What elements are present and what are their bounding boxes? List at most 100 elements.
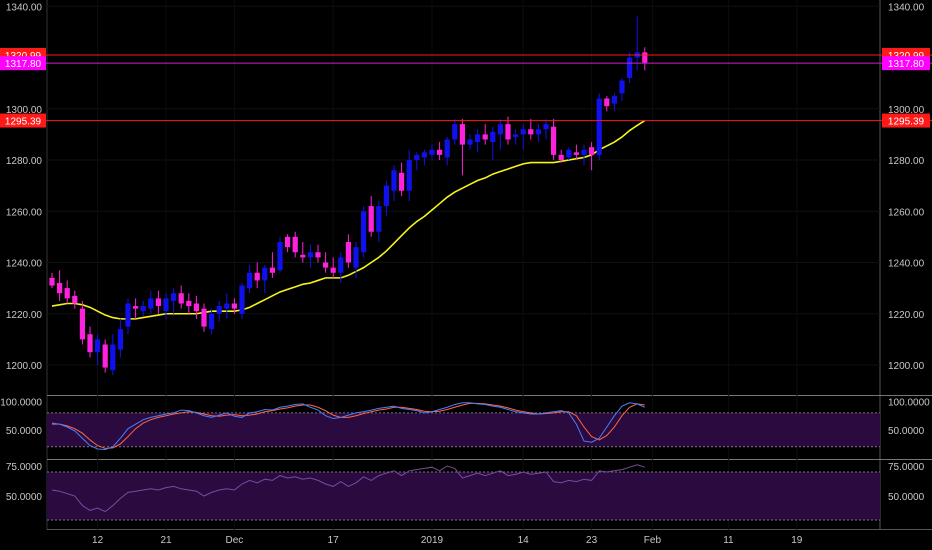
candle-body: [497, 124, 503, 135]
stochastic-panel: 100.0000 100.0000 50.0000 50.0000: [0, 398, 930, 451]
candle-body: [376, 206, 382, 232]
price-level-badge-right: [882, 113, 930, 128]
stochastic-tick-label-left: 100.0000: [0, 398, 42, 409]
candle-body: [444, 139, 450, 158]
rsi-band-fill: [47, 472, 880, 520]
candle-body: [353, 247, 359, 268]
candle-body: [543, 124, 549, 130]
price-tick-label-left: 1280.00: [6, 156, 43, 167]
candle-body: [535, 129, 541, 135]
price-tick-label-left: 1240.00: [6, 259, 43, 270]
price-tick-label-right: 1240.00: [888, 259, 925, 270]
stochastic-d-line: [52, 402, 645, 449]
price-level-badge-right: [882, 56, 930, 71]
candle-body: [558, 154, 564, 160]
candle-body: [201, 308, 207, 327]
time-tick-label: 12: [92, 535, 104, 546]
stochastic-band-fill: [47, 412, 880, 447]
price-tick-label-left: 1260.00: [6, 207, 43, 218]
candle-body: [429, 149, 435, 155]
candle-body: [528, 129, 534, 135]
price-tick-label-right: 1280.00: [888, 156, 925, 167]
time-tick-label: 21: [160, 535, 172, 546]
moving-average-path: [51, 119, 646, 320]
candle-body: [209, 313, 215, 330]
price-level-label-left: 1295.39: [5, 117, 42, 128]
candle-body: [117, 329, 123, 350]
price-tick-label-left: 1300.00: [6, 105, 43, 116]
candle-body: [216, 306, 222, 314]
price-tick-label-left: 1220.00: [6, 310, 43, 321]
candle-body: [285, 236, 291, 248]
candle-body: [383, 185, 389, 207]
candle-body: [102, 344, 108, 368]
candle-body: [64, 288, 70, 299]
stochastic-k-line: [51, 402, 646, 451]
candle-body: [330, 267, 336, 273]
candle-body: [231, 303, 237, 309]
candle-body: [437, 149, 443, 155]
candle-body: [269, 267, 275, 273]
candle-body: [490, 131, 496, 143]
time-tick-label: 14: [518, 535, 530, 546]
candle-body: [323, 262, 329, 268]
candle-body: [345, 242, 351, 263]
candle-body: [57, 283, 63, 294]
candle-body: [262, 267, 268, 281]
candle-body: [95, 339, 101, 353]
candle-body: [611, 95, 617, 104]
price-tick-label-left: 1200.00: [6, 361, 43, 372]
stochastic-tick-label-right: 50.0000: [888, 426, 925, 437]
time-tick-label: Feb: [644, 535, 662, 546]
candle-body: [642, 52, 648, 63]
candle-body: [307, 252, 313, 258]
time-tick-label: 2019: [421, 535, 444, 546]
price-tick-label-right: 1260.00: [888, 207, 925, 218]
rsi-line: [51, 464, 645, 513]
rsi-tick-label-left: 75.0000: [6, 462, 43, 473]
candle-body: [49, 277, 55, 286]
price-tick-label-right: 1340.00: [888, 2, 925, 13]
candle-body: [604, 98, 610, 107]
time-tick-label: 23: [586, 535, 598, 546]
candle-body: [155, 298, 161, 307]
time-tick-label: 17: [328, 535, 340, 546]
candle-body: [581, 149, 587, 155]
candle-body: [178, 293, 184, 304]
candle-body: [300, 254, 306, 258]
stochastic-tick-label-left: 50.0000: [6, 426, 43, 437]
candle-body: [163, 298, 169, 312]
candle-body: [87, 334, 93, 353]
candle-body: [193, 303, 199, 312]
candle-body: [72, 295, 78, 304]
candle-body: [361, 211, 367, 253]
candle-body: [619, 80, 625, 94]
candle-body: [596, 98, 602, 155]
price-tick-label-right: 1200.00: [888, 361, 925, 372]
price-tick-label-right: 1220.00: [888, 310, 925, 321]
horizontal-price-lines[interactable]: 1320.991320.991317.801317.801295.391295.…: [0, 47, 932, 128]
price-level-label-right: 1317.80: [888, 59, 925, 70]
candle-body: [589, 147, 595, 155]
time-tick-label: 11: [723, 535, 734, 546]
candle-body: [467, 139, 473, 145]
price-level-badge-left: [0, 113, 46, 128]
candle-body: [239, 285, 245, 314]
candle-body: [79, 308, 85, 340]
price-tick-label-left: 1340.00: [6, 2, 43, 13]
candle-body: [224, 303, 230, 309]
candle-body: [254, 272, 260, 281]
candle-body: [247, 272, 253, 289]
axis-labels: 1200.00 1200.00 1220.00 1220.00 1240.00 1240.…: [6, 2, 925, 546]
candle-body: [338, 257, 344, 273]
price-level-label-left: 1317.80: [5, 59, 42, 70]
rsi-tick-label-right: 75.0000: [888, 462, 925, 473]
candle-body: [566, 149, 572, 158]
candle-body: [573, 152, 579, 155]
candle-body: [368, 206, 374, 232]
candle-body: [140, 306, 146, 312]
candle-body: [627, 57, 633, 78]
candle-body: [520, 129, 526, 135]
